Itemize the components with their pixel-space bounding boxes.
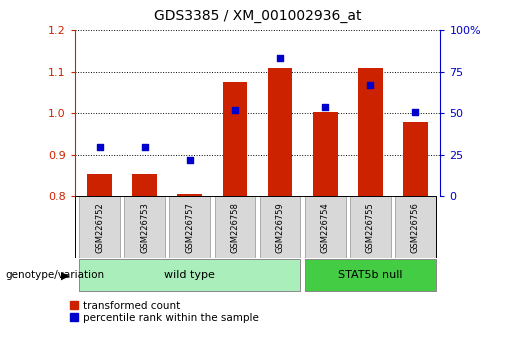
Text: ▶: ▶ — [61, 270, 70, 280]
Point — [141, 144, 149, 149]
Point — [276, 56, 284, 61]
Point — [321, 104, 329, 109]
Text: GDS3385 / XM_001002936_at: GDS3385 / XM_001002936_at — [154, 9, 361, 23]
Point — [95, 144, 104, 149]
Bar — [177, 194, 202, 196]
Point — [366, 82, 374, 88]
Bar — [132, 173, 157, 196]
Bar — [268, 68, 293, 196]
Text: GSM226758: GSM226758 — [230, 202, 239, 253]
Text: genotype/variation: genotype/variation — [5, 270, 104, 280]
Text: STAT5b null: STAT5b null — [338, 270, 403, 280]
Text: GSM226759: GSM226759 — [276, 202, 285, 253]
Text: GSM226755: GSM226755 — [366, 202, 375, 253]
FancyBboxPatch shape — [305, 259, 436, 291]
Text: GSM226757: GSM226757 — [185, 202, 194, 253]
Text: GSM226753: GSM226753 — [140, 202, 149, 253]
FancyBboxPatch shape — [350, 196, 391, 258]
FancyBboxPatch shape — [395, 196, 436, 258]
Bar — [358, 68, 383, 196]
Text: GSM226752: GSM226752 — [95, 202, 104, 253]
FancyBboxPatch shape — [305, 196, 346, 258]
Text: wild type: wild type — [164, 270, 215, 280]
Point — [231, 107, 239, 113]
Text: GSM226756: GSM226756 — [411, 202, 420, 253]
Bar — [87, 173, 112, 196]
Legend: transformed count, percentile rank within the sample: transformed count, percentile rank withi… — [70, 301, 259, 323]
Text: GSM226754: GSM226754 — [321, 202, 330, 253]
Bar — [313, 113, 338, 196]
FancyBboxPatch shape — [124, 196, 165, 258]
FancyBboxPatch shape — [79, 259, 300, 291]
Bar — [403, 121, 428, 196]
Bar — [222, 82, 247, 196]
Point — [411, 109, 420, 114]
FancyBboxPatch shape — [260, 196, 300, 258]
FancyBboxPatch shape — [215, 196, 255, 258]
Point — [186, 157, 194, 163]
FancyBboxPatch shape — [169, 196, 210, 258]
FancyBboxPatch shape — [79, 196, 120, 258]
